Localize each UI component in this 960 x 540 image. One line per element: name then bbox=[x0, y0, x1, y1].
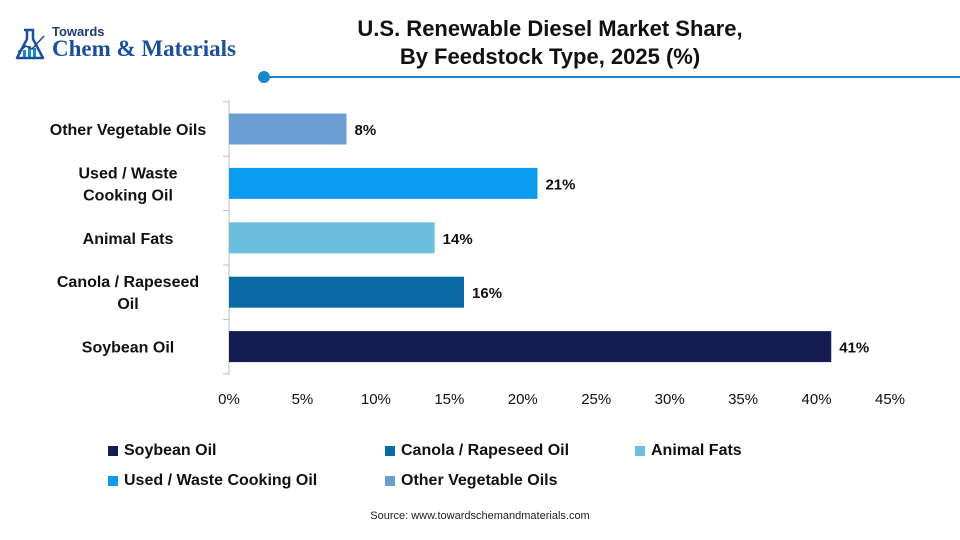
legend-swatch bbox=[108, 476, 118, 486]
bar-0 bbox=[229, 113, 347, 145]
category-label-2: Animal Fats bbox=[83, 231, 174, 248]
bar-3 bbox=[229, 276, 465, 308]
x-tick-label: 30% bbox=[655, 391, 685, 408]
x-tick-label: 45% bbox=[875, 391, 905, 408]
x-tick-label: 35% bbox=[728, 391, 758, 408]
legend-swatch bbox=[635, 446, 645, 456]
x-tick-label: 5% bbox=[292, 391, 314, 408]
title-rule bbox=[266, 76, 960, 78]
category-label-0: Other Vegetable Oils bbox=[50, 122, 207, 139]
x-tick-label: 10% bbox=[361, 391, 391, 408]
legend-item: Soybean Oil bbox=[108, 442, 216, 460]
legend-label: Used / Waste Cooking Oil bbox=[124, 472, 318, 489]
chart-title-line2: By Feedstock Type, 2025 (%) bbox=[399, 44, 701, 69]
flask-chart-icon bbox=[15, 28, 45, 60]
category-label-3: Canola / Rapeseed Oil bbox=[57, 274, 199, 313]
data-label-0: 8% bbox=[355, 122, 377, 139]
x-tick-label: 20% bbox=[508, 391, 538, 408]
legend-item: Used / Waste Cooking Oil bbox=[108, 472, 317, 490]
data-label-3: 16% bbox=[472, 285, 502, 302]
x-tick-label: 0% bbox=[218, 391, 240, 408]
category-label-4: Soybean Oil bbox=[82, 340, 174, 357]
chart-title-line1: U.S. Renewable Diesel Market Share, bbox=[357, 16, 743, 41]
data-label-2: 14% bbox=[443, 231, 473, 248]
category-label-1: Used / Waste Cooking Oil bbox=[79, 165, 178, 204]
chart-legend: Soybean Oil Canola / Rapeseed Oil Animal F… bbox=[108, 440, 928, 500]
x-tick-label: 25% bbox=[581, 391, 611, 408]
brand-name: Chem & Materials bbox=[52, 36, 236, 61]
legend-label: Soybean Oil bbox=[124, 442, 217, 459]
bar-2 bbox=[229, 222, 435, 254]
source-note: Source: www.towardschemandmaterials.com bbox=[370, 510, 590, 522]
legend-item: Animal Fats bbox=[635, 442, 742, 460]
data-label-1: 21% bbox=[545, 176, 575, 193]
legend-item: Other Vegetable Oils bbox=[385, 472, 558, 490]
x-tick-label: 15% bbox=[434, 391, 464, 408]
legend-label: Canola / Rapeseed Oil bbox=[401, 442, 570, 459]
legend-swatch bbox=[385, 476, 395, 486]
legend-swatch bbox=[108, 446, 118, 456]
legend-swatch bbox=[385, 446, 395, 456]
x-tick-label: 40% bbox=[802, 391, 832, 408]
bar-1 bbox=[229, 167, 538, 199]
legend-label: Animal Fats bbox=[651, 442, 742, 459]
bar-chart: 8% Other Vegetable Oils 21% Used / Waste Coo… bbox=[50, 100, 905, 408]
brand-towards: Towards bbox=[52, 24, 105, 39]
legend-item: Canola / Rapeseed Oil bbox=[385, 442, 569, 460]
bar-4 bbox=[229, 331, 832, 363]
legend-label: Other Vegetable Oils bbox=[401, 472, 558, 489]
brand-logo: Towards Chem & Materials bbox=[14, 24, 264, 68]
data-label-4: 41% bbox=[839, 340, 869, 357]
title-rule-dot bbox=[258, 71, 270, 83]
